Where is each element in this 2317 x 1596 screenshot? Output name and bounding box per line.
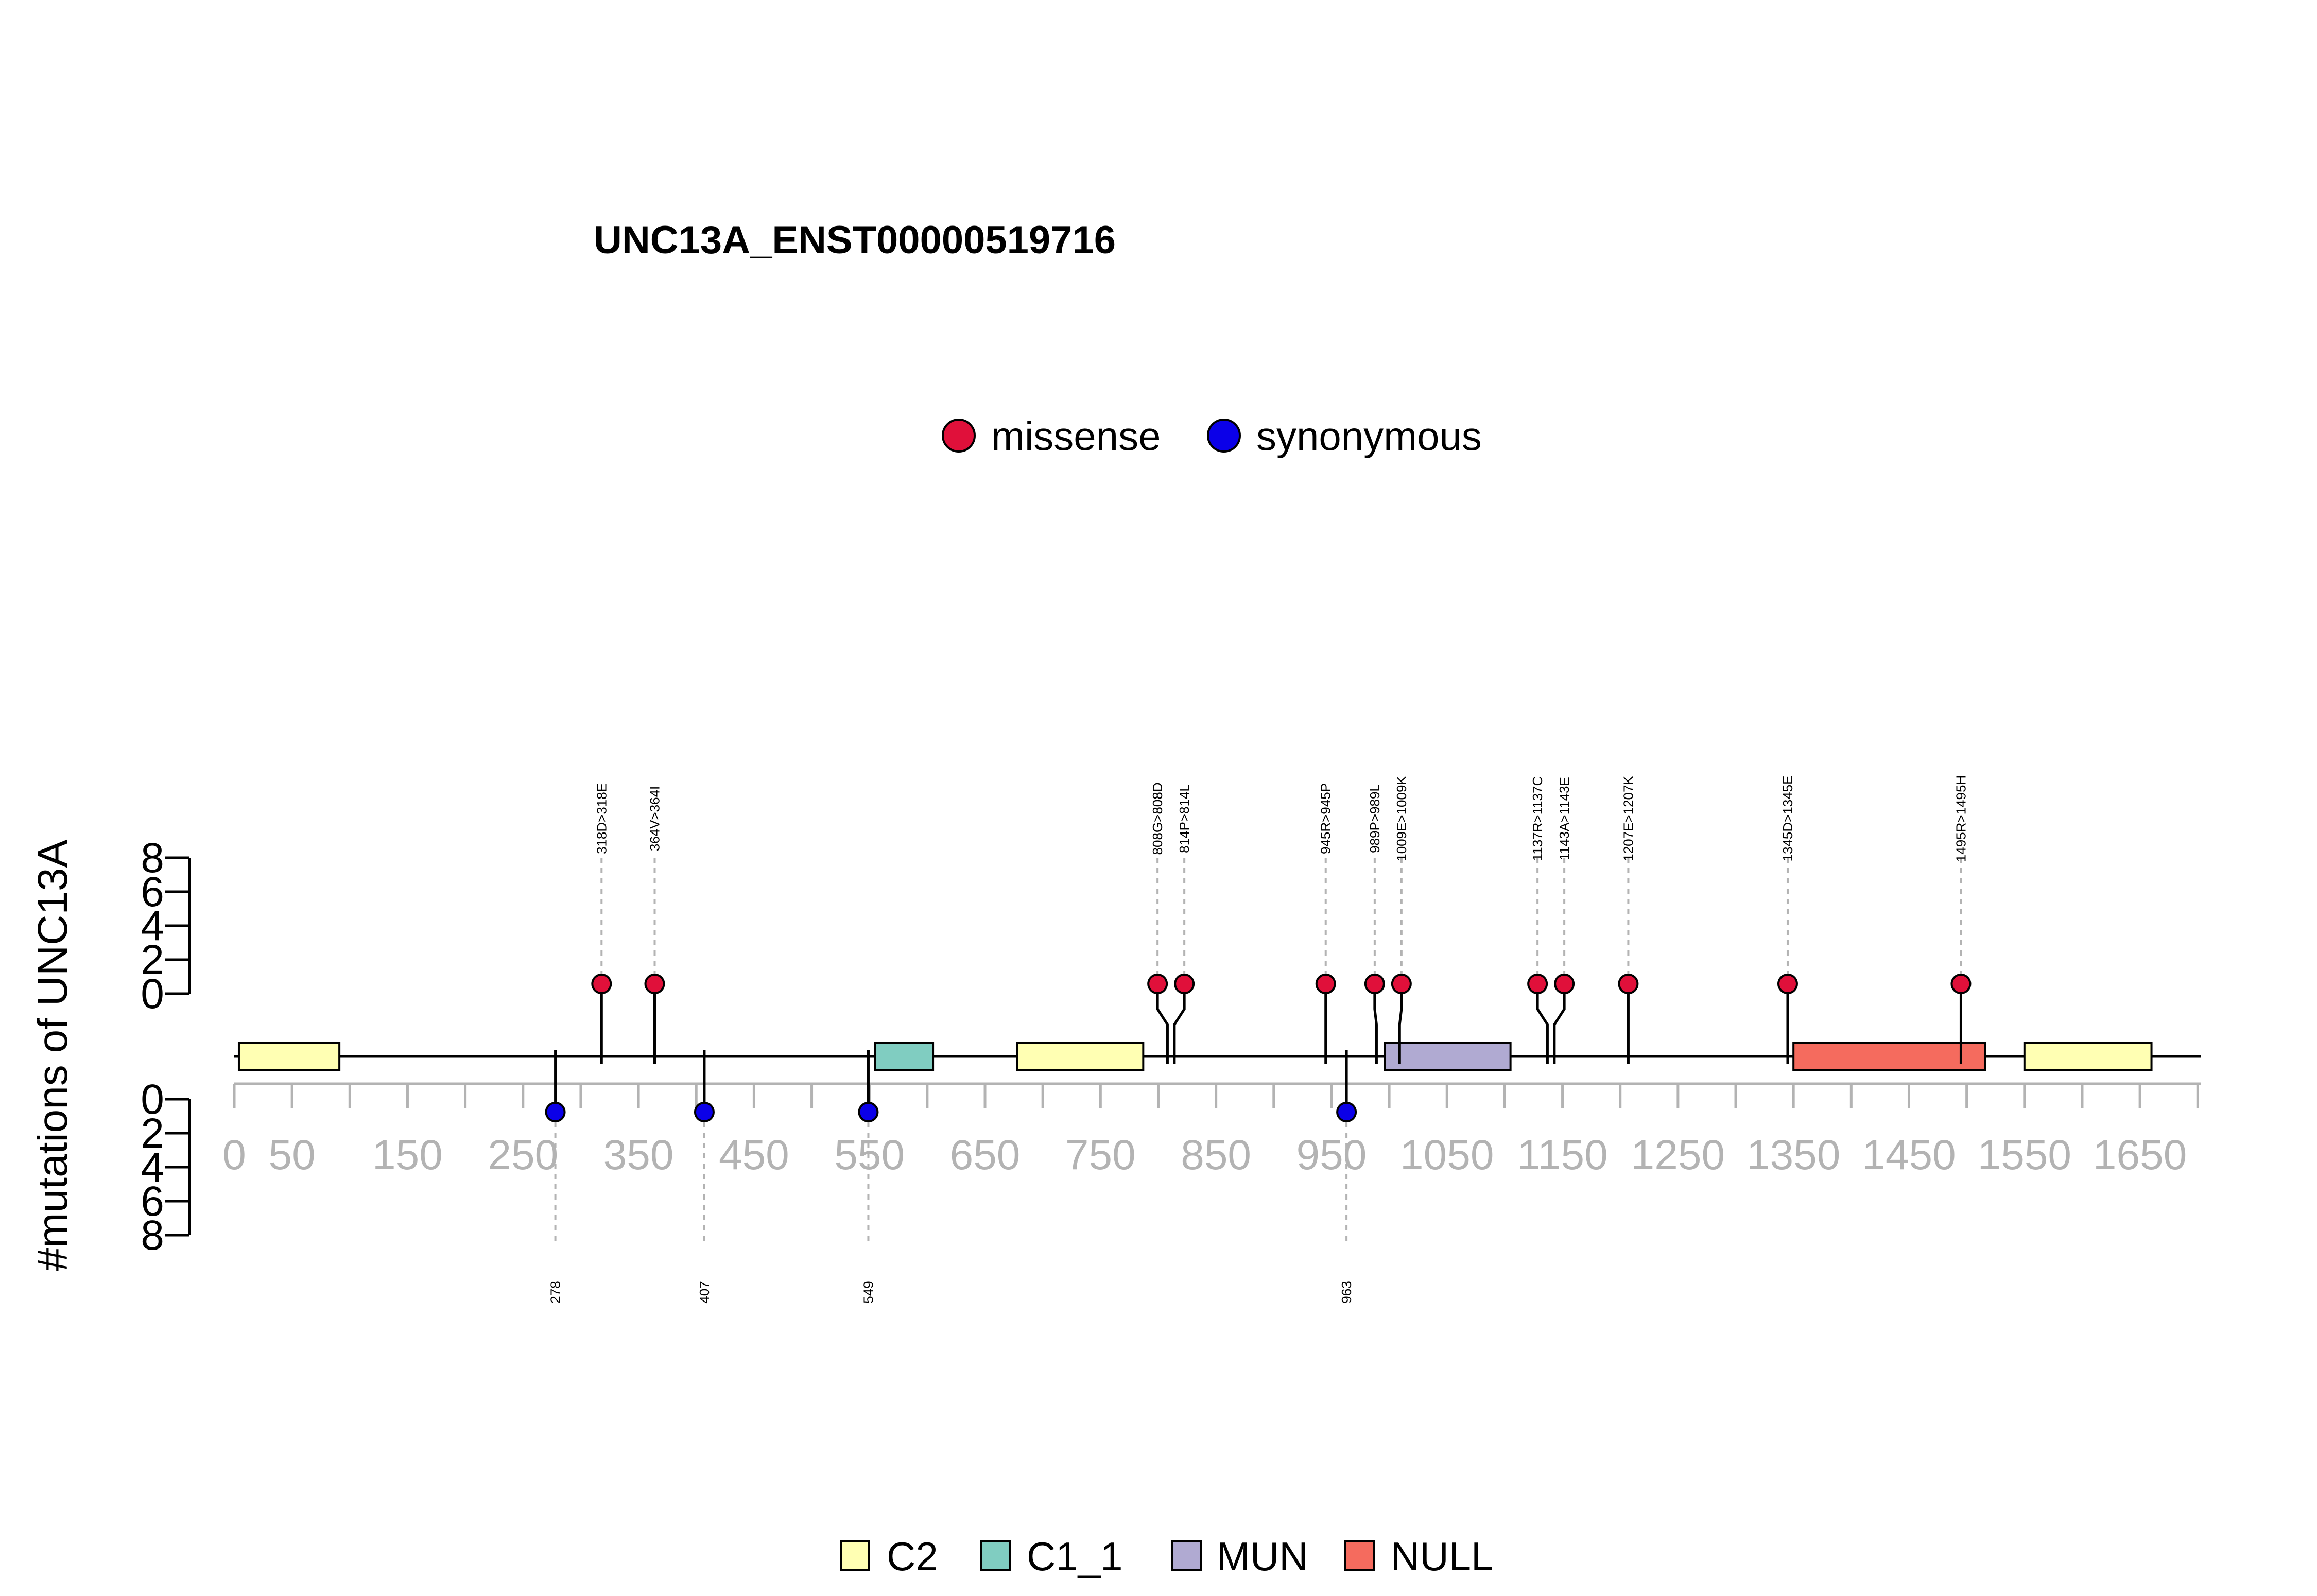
y-tick-label-upper: 4 [141,903,164,949]
missense-label: 1009E>1009K [1394,776,1409,861]
domain-c1_1 [874,1042,935,1071]
x-tick-label: 1550 [1978,1132,2071,1178]
missense-point [591,974,612,994]
missense-label: 364V>364I [647,786,662,852]
missense-point [1777,974,1798,994]
domain-c2 [1016,1042,1145,1071]
legend-marker-missense [942,419,976,453]
protein-backbone [234,1042,2201,1071]
domain-c2 [237,1042,341,1071]
synonymous-point [858,1102,879,1122]
x-tick-label: 1650 [2093,1132,2187,1178]
y-tick-label-upper: 2 [141,936,164,983]
y-tick-label-lower: 6 [141,1178,164,1225]
y-tick-label-lower: 4 [141,1144,164,1191]
synonymous-point [1336,1102,1357,1122]
synonymous-point [694,1102,715,1122]
x-tick-label: 0 [222,1132,246,1178]
missense-point [1554,974,1575,994]
x-tick-label: 650 [950,1132,1021,1178]
x-tick-label: 950 [1296,1132,1367,1178]
legend-swatch-c1_1 [980,1540,1011,1571]
x-tick-label: 1450 [1862,1132,1956,1178]
x-tick-label: 550 [834,1132,905,1178]
missense-point [1174,974,1195,994]
missense-label: 989P>989L [1367,784,1382,853]
missense-label: 318D>318E [594,783,609,854]
legend-label-mun: MUN [1217,1534,1308,1579]
missense-stick [1553,984,1566,1064]
chart-title: UNC13A_ENST00000519716 [594,218,1116,262]
x-tick-label: 850 [1181,1132,1251,1178]
legend-marker-synonymous [1207,419,1241,453]
missense-point [1364,974,1385,994]
legend-swatch-c2 [840,1540,870,1571]
y-tick-label-lower: 8 [141,1212,164,1259]
legend-label-synonymous: synonymous [1256,413,1482,459]
synonymous-label: 407 [697,1281,712,1303]
x-tick-label: 1150 [1517,1132,1607,1178]
synonymous-label: 549 [860,1281,876,1303]
y-tick-label-lower: 2 [141,1110,164,1157]
missense-label: 1207E>1207K [1620,776,1636,861]
missense-stick [1398,984,1403,1064]
missense-point [1315,974,1336,994]
x-tick-label: 350 [603,1132,674,1178]
missense-label: 814P>814L [1177,784,1192,853]
legend-label-missense: missense [991,413,1161,459]
y-axis-label: #mutations of UNC13A [29,839,76,1271]
x-tick-label: 250 [488,1132,558,1178]
missense-label: 1345D>1345E [1780,776,1795,862]
x-tick-label: 1350 [1747,1132,1840,1178]
y-tick-label-lower: 0 [141,1076,164,1123]
legend-swatch-null [1344,1540,1375,1571]
missense-stick [1156,984,1169,1064]
x-tick-label: 50 [269,1132,316,1178]
missense-point [1618,974,1639,994]
missense-point [644,974,665,994]
missense-label: 1495R>1495H [1953,775,1968,862]
missense-label: 1137R>1137C [1530,776,1545,861]
missense-point [1950,974,1972,994]
y-tick-label-upper: 6 [141,869,164,915]
axes: 0 50 150 250 350 450 550 650 750 850 950 1050 1150 12… [141,835,2201,1259]
missense-stick [1536,984,1549,1064]
missense-point [1527,974,1548,994]
y-tick-label-upper: 0 [141,970,164,1017]
missense-stick [1373,984,1378,1064]
missense-label: 808G>808D [1150,783,1165,855]
x-tick-label: 750 [1065,1132,1136,1178]
legend-label-null: NULL [1391,1534,1493,1579]
legend-swatch-mun [1171,1540,1202,1571]
legend-label-c2: C2 [887,1534,938,1579]
domain-legend: C2 C1_1 MUN NULL [840,1534,1493,1579]
domain-null [1792,1042,1986,1071]
missense-label: 945R>945P [1318,783,1334,854]
missense-point [1391,974,1412,994]
mutation-lollipops: 318D>318E 364V>364I 808G>808D 814P>814L 945R… [545,775,1972,1304]
domain-mun [1384,1042,1512,1071]
missense-stick [1173,984,1186,1064]
synonymous-label: 278 [548,1281,563,1303]
missense-label: 1143A>1143E [1557,777,1572,860]
x-tick-label: 1250 [1631,1132,1725,1178]
y-tick-label-upper: 8 [141,835,164,881]
legend-label-c1_1: C1_1 [1027,1534,1122,1579]
x-tick-label: 450 [719,1132,789,1178]
x-tick-label: 150 [372,1132,443,1178]
synonymous-label: 963 [1339,1281,1354,1303]
synonymous-point [545,1102,566,1122]
domain-c2 [2023,1042,2153,1071]
mutation-legend: missense synonymous [942,413,1482,459]
x-tick-label: 1050 [1400,1132,1494,1178]
missense-point [1147,974,1168,994]
